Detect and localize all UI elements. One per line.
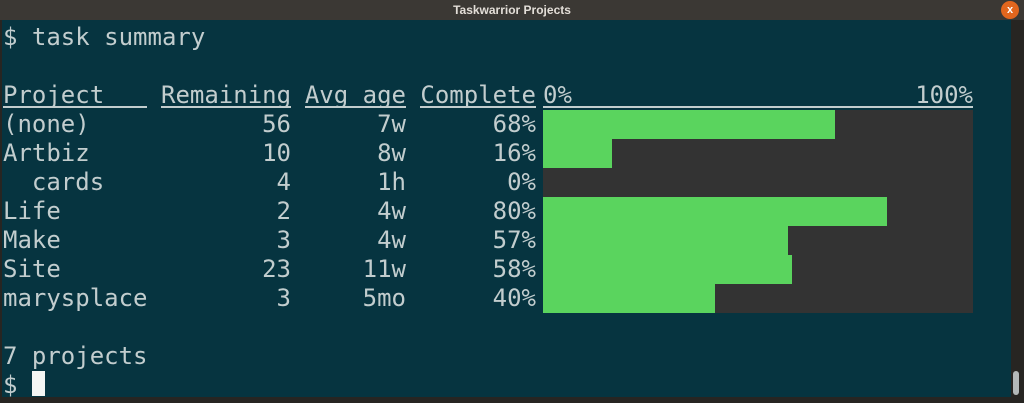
complete-pct: 40% xyxy=(492,284,536,312)
table-row: Artbiz 10 8w 16% xyxy=(3,139,1011,168)
avg-age: 4w xyxy=(377,197,406,225)
titlebar[interactable]: Taskwarrior Projects x xyxy=(0,0,1024,20)
progress-bar-fill xyxy=(543,284,715,313)
project-name: (none) xyxy=(3,110,90,138)
project-name: Life xyxy=(3,197,61,225)
table-row: (none) 56 7w 68% xyxy=(3,110,1011,139)
scrollbar-thumb[interactable] xyxy=(1013,371,1019,395)
command-line: $ task summary xyxy=(3,23,206,51)
avg-age: 1h xyxy=(377,168,406,196)
scale-0-label: 0% xyxy=(543,81,572,109)
header-progress-scale: 0% 100% xyxy=(543,81,973,109)
avg-age: 4w xyxy=(377,226,406,254)
prompt-line[interactable]: $ xyxy=(3,371,1011,397)
header-project: Project xyxy=(3,81,161,110)
progress-bar xyxy=(543,168,973,197)
remaining-count: 10 xyxy=(262,139,291,167)
progress-bar-fill xyxy=(543,226,789,255)
table-header: Project Remaining Avg age Complete 0% 10… xyxy=(3,81,1011,110)
avg-age: 11w xyxy=(362,255,406,283)
window-title: Taskwarrior Projects xyxy=(453,3,571,17)
complete-pct: 68% xyxy=(492,110,536,138)
remaining-count: 23 xyxy=(262,255,291,283)
complete-pct: 16% xyxy=(492,139,536,167)
table-row: Make 3 4w 57% xyxy=(3,226,1011,255)
remaining-count: 56 xyxy=(262,110,291,138)
table-row: Life 2 4w 80% xyxy=(3,197,1011,226)
remaining-count: 4 xyxy=(276,168,291,196)
avg-age: 5mo xyxy=(362,284,406,312)
scale-100-label: 100% xyxy=(915,81,973,109)
progress-bar xyxy=(543,226,973,255)
prompt: $ xyxy=(3,371,32,397)
project-name: marysplace xyxy=(3,284,148,312)
progress-bar-fill xyxy=(543,197,887,226)
project-name: Artbiz xyxy=(3,139,90,167)
remaining-count: 2 xyxy=(276,197,291,225)
complete-pct: 57% xyxy=(492,226,536,254)
progress-bar xyxy=(543,197,973,226)
project-name: Make xyxy=(3,226,61,254)
avg-age: 7w xyxy=(377,110,406,138)
progress-bar-fill xyxy=(543,255,793,284)
avg-age: 8w xyxy=(377,139,406,167)
progress-bar xyxy=(543,255,973,284)
project-name: Site xyxy=(3,255,61,283)
terminal-cursor[interactable] xyxy=(31,371,45,396)
table-row: Site 23 11w 58% xyxy=(3,255,1011,284)
complete-pct: 80% xyxy=(492,197,536,225)
progress-bar xyxy=(543,139,973,168)
project-name: cards xyxy=(3,168,105,196)
progress-bar-fill xyxy=(543,139,612,168)
complete-pct: 0% xyxy=(507,168,536,196)
table-row: cards 4 1h 0% xyxy=(3,168,1011,197)
table-rows: (none) 56 7w 68% Artbiz 10 8w 16% cards 4 1h 0% Lif… xyxy=(3,110,1011,313)
table-row: marysplace 3 5mo 40% xyxy=(3,284,1011,313)
progress-bar-fill xyxy=(543,110,836,139)
complete-pct: 58% xyxy=(492,255,536,283)
close-icon[interactable]: x xyxy=(1001,1,1019,19)
remaining-count: 3 xyxy=(276,284,291,312)
header-avg-age: Avg age xyxy=(304,81,406,109)
terminal-content[interactable]: $ task summary Project Remaining Avg age… xyxy=(2,20,1011,397)
progress-bar xyxy=(543,284,973,313)
header-complete: Complete xyxy=(420,81,536,109)
footer-line: 7 projects xyxy=(3,342,148,370)
header-remaining: Remaining xyxy=(161,81,292,109)
remaining-count: 3 xyxy=(276,226,291,254)
progress-bar xyxy=(543,110,973,139)
blank-line xyxy=(3,313,1011,342)
blank-line xyxy=(3,52,1011,81)
